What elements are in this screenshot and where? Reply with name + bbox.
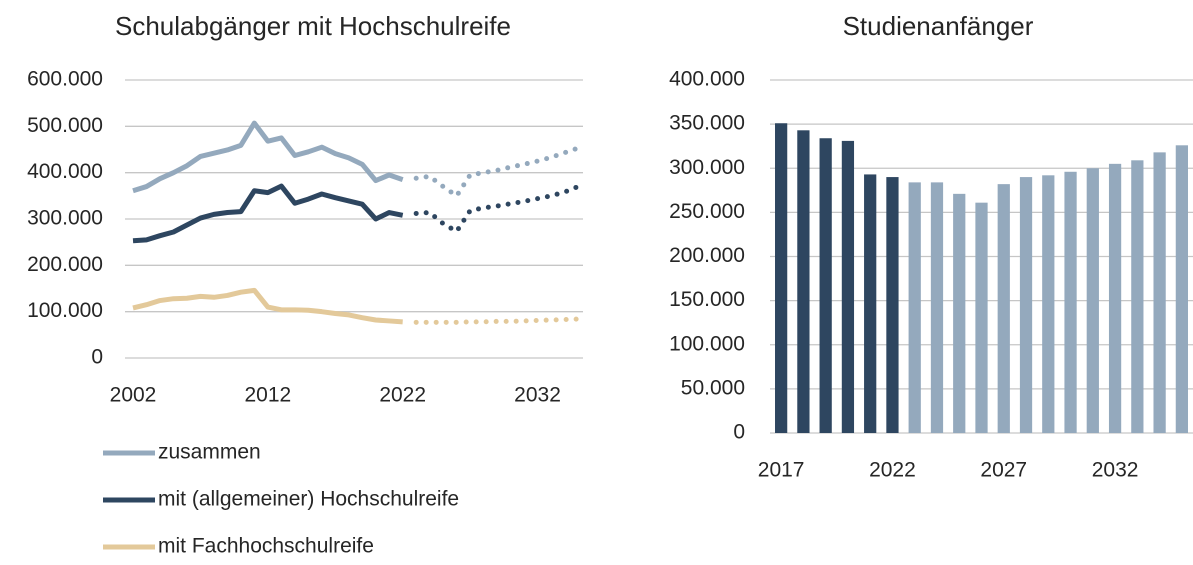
bar (997, 184, 1010, 433)
y-tick-label: 400.000 (669, 68, 745, 91)
bar (975, 202, 988, 433)
legend-label: mit Fachhochschulreife (158, 535, 374, 558)
y-tick-label: 0 (733, 421, 745, 444)
bar (1086, 168, 1099, 433)
x-tick-label: 2012 (244, 384, 291, 407)
bar (775, 123, 788, 434)
legend-label: mit (allgemeiner) Hochschulreife (158, 488, 459, 511)
x-tick-label: 2027 (980, 459, 1027, 482)
y-tick-label: 50.000 (681, 376, 745, 399)
line (132, 183, 404, 244)
x-tick-label: 2032 (514, 384, 561, 407)
x-tick-label: 2032 (1092, 459, 1139, 482)
y-tick-label: 300.000 (669, 156, 745, 179)
y-tick-label: 250.000 (669, 200, 745, 223)
bar (1131, 160, 1144, 433)
projection-line (413, 316, 581, 325)
bar (1175, 145, 1188, 433)
bar (841, 140, 855, 433)
bar (797, 130, 810, 434)
chart-title: Studienanfänger (843, 11, 1034, 41)
bar (1042, 175, 1055, 433)
x-tick-label: 2022 (869, 459, 916, 482)
bar (1019, 177, 1033, 433)
bar (1064, 171, 1077, 433)
bar (864, 174, 877, 434)
y-tick-label: 600.000 (27, 68, 103, 91)
line (132, 287, 403, 325)
x-tick-label: 2002 (110, 384, 157, 407)
projection-line (413, 145, 581, 199)
legend-label: zusammen (158, 441, 261, 464)
bar (930, 182, 944, 433)
y-tick-label: 350.000 (669, 112, 745, 135)
y-tick-label: 500.000 (27, 114, 103, 137)
y-tick-label: 400.000 (27, 160, 103, 183)
y-tick-label: 200.000 (27, 253, 103, 276)
y-tick-label: 300.000 (27, 207, 103, 230)
y-tick-label: 100.000 (669, 332, 745, 355)
y-tick-label: 150.000 (669, 288, 745, 311)
line (132, 120, 404, 194)
chart-title: Schulabgänger mit Hochschulreife (115, 11, 511, 41)
bar (908, 182, 921, 433)
y-tick-label: 100.000 (27, 299, 103, 322)
y-tick-label: 200.000 (669, 244, 745, 267)
projection-line (413, 184, 581, 235)
bar (886, 177, 899, 433)
bar (1108, 163, 1122, 433)
bar (1153, 152, 1166, 434)
y-tick-label: 0 (91, 346, 103, 369)
bar (953, 193, 966, 433)
x-tick-label: 2017 (758, 459, 805, 482)
x-tick-label: 2022 (379, 384, 426, 407)
bar (819, 138, 832, 433)
